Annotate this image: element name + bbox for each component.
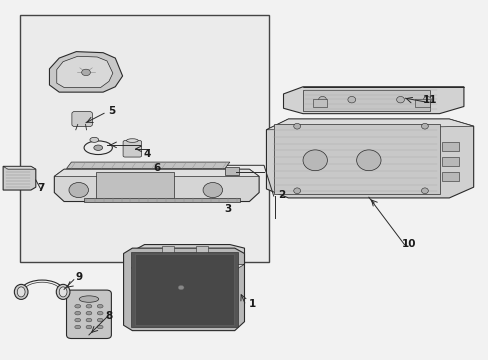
Ellipse shape <box>97 325 103 329</box>
Text: 1: 1 <box>248 299 255 309</box>
Polygon shape <box>131 264 244 273</box>
Polygon shape <box>266 119 473 130</box>
Ellipse shape <box>75 311 81 315</box>
Text: 8: 8 <box>105 311 113 321</box>
Ellipse shape <box>17 287 25 297</box>
Ellipse shape <box>293 188 300 194</box>
Ellipse shape <box>90 137 99 142</box>
Ellipse shape <box>126 139 138 142</box>
Ellipse shape <box>86 318 92 322</box>
Polygon shape <box>57 56 113 87</box>
Ellipse shape <box>421 188 427 194</box>
Ellipse shape <box>81 69 90 76</box>
Polygon shape <box>54 169 259 176</box>
Ellipse shape <box>303 150 327 171</box>
Ellipse shape <box>423 96 430 103</box>
Ellipse shape <box>421 123 427 129</box>
Bar <box>441 157 458 166</box>
Ellipse shape <box>347 96 355 103</box>
Ellipse shape <box>59 287 67 297</box>
Ellipse shape <box>69 183 88 198</box>
Ellipse shape <box>318 96 326 103</box>
Polygon shape <box>49 51 122 92</box>
Ellipse shape <box>203 183 222 198</box>
FancyBboxPatch shape <box>20 15 268 262</box>
Polygon shape <box>3 166 36 169</box>
Ellipse shape <box>356 150 380 171</box>
Bar <box>83 198 239 202</box>
Bar <box>224 167 238 175</box>
Polygon shape <box>283 87 463 114</box>
Text: 2: 2 <box>277 190 285 200</box>
Ellipse shape <box>56 284 70 300</box>
Text: 11: 11 <box>422 95 437 105</box>
Ellipse shape <box>97 318 103 322</box>
Text: 7: 7 <box>37 184 44 193</box>
Ellipse shape <box>97 311 103 315</box>
Ellipse shape <box>86 305 92 308</box>
Text: 10: 10 <box>401 239 415 249</box>
Text: 9: 9 <box>76 273 83 282</box>
Polygon shape <box>266 119 473 198</box>
Bar <box>441 172 458 181</box>
Text: 3: 3 <box>224 203 231 213</box>
Ellipse shape <box>14 284 28 300</box>
Polygon shape <box>3 166 36 190</box>
Bar <box>312 99 327 107</box>
Bar <box>135 254 234 325</box>
Ellipse shape <box>293 123 300 129</box>
Ellipse shape <box>86 325 92 329</box>
FancyBboxPatch shape <box>66 290 111 338</box>
Ellipse shape <box>94 145 102 150</box>
Ellipse shape <box>86 311 92 315</box>
Ellipse shape <box>75 318 81 322</box>
Bar <box>273 125 439 194</box>
Text: 5: 5 <box>108 105 115 116</box>
Ellipse shape <box>97 305 103 308</box>
Ellipse shape <box>178 285 183 290</box>
Bar <box>441 142 458 151</box>
Polygon shape <box>54 169 259 202</box>
Ellipse shape <box>396 96 404 103</box>
Text: 4: 4 <box>143 149 150 159</box>
Bar <box>131 252 237 327</box>
Bar <box>414 99 429 107</box>
Ellipse shape <box>75 305 81 308</box>
FancyBboxPatch shape <box>72 112 92 127</box>
Polygon shape <box>131 244 244 273</box>
Ellipse shape <box>79 296 99 302</box>
Bar <box>195 246 207 252</box>
Polygon shape <box>66 162 229 168</box>
Polygon shape <box>123 248 244 330</box>
Bar <box>161 246 173 252</box>
Bar <box>303 90 429 111</box>
Text: 6: 6 <box>154 163 161 174</box>
Bar <box>96 172 173 199</box>
FancyBboxPatch shape <box>123 140 142 157</box>
Ellipse shape <box>75 325 81 329</box>
